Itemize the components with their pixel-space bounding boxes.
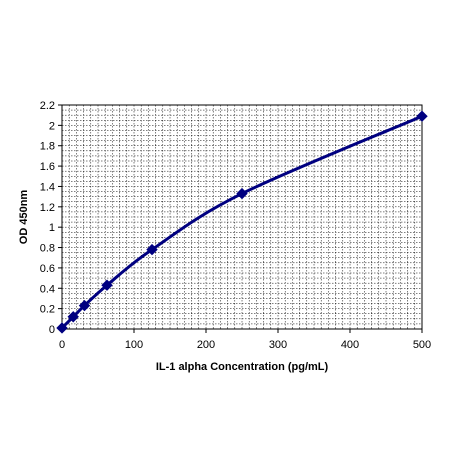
data-point-marker [146,243,158,256]
y-tick-label: 0.4 [40,283,55,295]
y-tick-label: 1.6 [40,161,55,173]
y-tick-label: 0 [49,324,55,336]
y-tick-label: 1 [49,222,55,234]
data-point-marker [416,110,428,122]
x-tick-label: 400 [341,339,359,351]
y-tick-label: 1.8 [40,141,55,153]
y-tick-label: 0.2 [40,304,55,316]
y-axis-title: OD 450nm [18,190,30,245]
data-series [56,110,428,334]
y-tick-label: 1.4 [40,181,55,193]
y-tick-label: 0.8 [40,243,55,255]
x-tick-label: 200 [197,339,215,351]
axis-ticks: 0 100 200 300 400 500 0 0.2 0.4 0.6 0.8 1 1.2 1.4 1.6 1… [40,100,431,351]
y-tick-label: 2.2 [40,100,55,112]
x-tick-label: 0 [59,339,65,351]
data-point-marker [78,299,91,312]
x-axis-title: IL-1 alpha Concentration (pg/mL) [156,361,329,373]
data-point-marker [236,187,248,200]
x-tick-label: 300 [269,339,287,351]
y-tick-label: 0.6 [40,263,55,275]
y-tick-label: 2 [49,120,55,132]
data-point-marker [56,322,68,334]
data-point-marker [101,279,113,291]
y-tick-label: 1.2 [40,202,55,214]
data-point-marker [67,311,79,323]
x-tick-label: 100 [125,339,143,351]
plot-area-frame [61,104,423,330]
x-tick-label: 500 [413,339,431,351]
